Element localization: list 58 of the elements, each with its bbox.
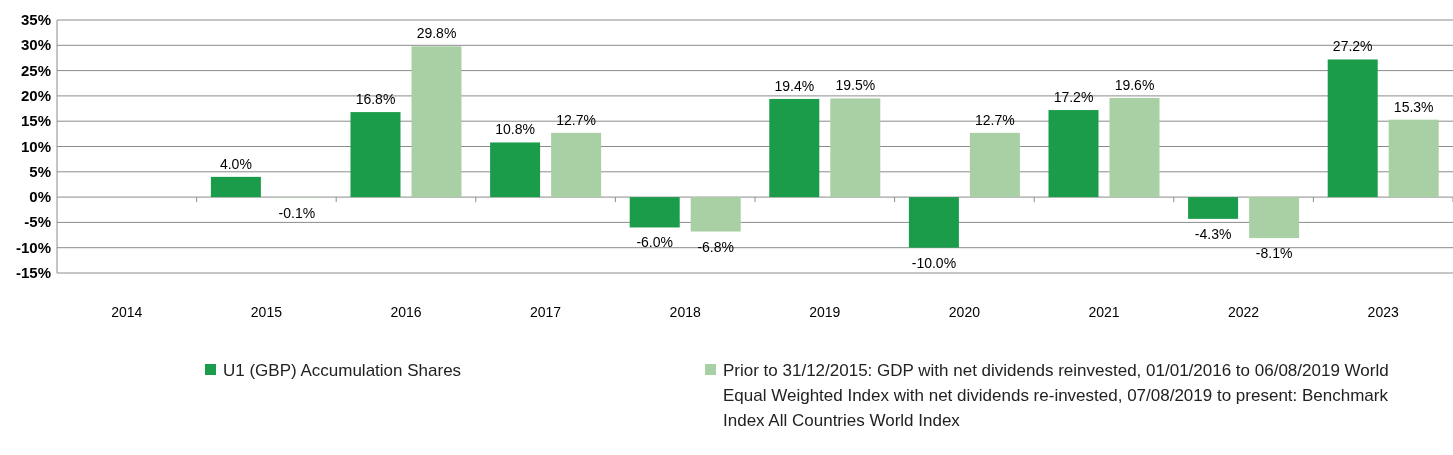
x-tick-label: 2020 [948,304,981,320]
data-label: 15.3% [1393,98,1434,115]
data-label: 19.4% [774,77,815,94]
x-tick-label: 2016 [390,304,422,320]
data-label: 4.0% [219,155,252,172]
bar [210,176,261,198]
bar [1048,110,1099,198]
data-label: 10.8% [495,121,535,138]
data-label: -8.1% [1255,245,1293,262]
data-label: 16.8% [355,91,396,108]
y-tick-label: 20% [20,86,51,104]
y-tick-label: 10% [20,137,51,155]
bar [690,197,741,232]
data-label: 12.7% [556,111,596,128]
data-label: 19.6% [1114,76,1155,93]
bar [908,197,959,248]
bar [1388,119,1439,198]
y-tick-label: 0% [29,188,51,206]
bar [969,132,1020,198]
data-label: 12.7% [975,111,1015,128]
y-tick-label: 15% [20,112,51,130]
bar [769,98,820,198]
bar [1109,97,1160,198]
x-tick-label: 2015 [250,304,283,320]
y-tick-label: -15% [15,264,51,281]
y-tick-label: 30% [20,36,51,54]
y-tick-label: 35% [20,11,51,28]
bar [1327,59,1378,198]
bar [350,112,401,198]
x-tick-label: 2023 [1367,304,1399,320]
data-label: 27.2% [1332,38,1373,55]
y-tick-label: 5% [29,162,51,180]
x-tick-label: 2017 [530,304,562,320]
bar [411,46,462,198]
data-label: 19.5% [835,77,876,94]
x-tick-label: 2014 [111,304,143,320]
y-tick-label: -10% [15,238,51,256]
y-tick-label: 25% [20,61,51,79]
data-label: -4.3% [1194,225,1232,242]
bar [1188,197,1239,219]
legend-label: Prior to 31/12/2015: GDP with net dividends reinvested, 01/01/2016 to 06/08/2019 World Equal Weighted Index with net dividends re-invested, 07/08/2019 to present: Benchmark Index All Countries World Index [723,361,1389,430]
data-label: -6.8% [697,238,734,255]
x-tick-label: 2022 [1228,304,1260,320]
x-tick-label: 2021 [1088,304,1120,320]
bar [830,98,881,198]
data-label: 17.2% [1053,89,1094,106]
data-label: -0.1% [278,204,316,221]
data-label: 29.8% [416,25,457,42]
bar [629,197,680,228]
legend-label: U1 (GBP) Accumulation Shares [223,361,462,380]
data-label: -10.0% [911,254,957,271]
bar [1249,197,1300,239]
data-label: -6.0% [636,234,673,251]
bar [551,132,602,198]
bar [490,142,541,198]
x-tick-label: 2018 [669,304,701,320]
x-tick-label: 2019 [809,304,841,320]
y-tick-label: -5% [24,213,51,231]
